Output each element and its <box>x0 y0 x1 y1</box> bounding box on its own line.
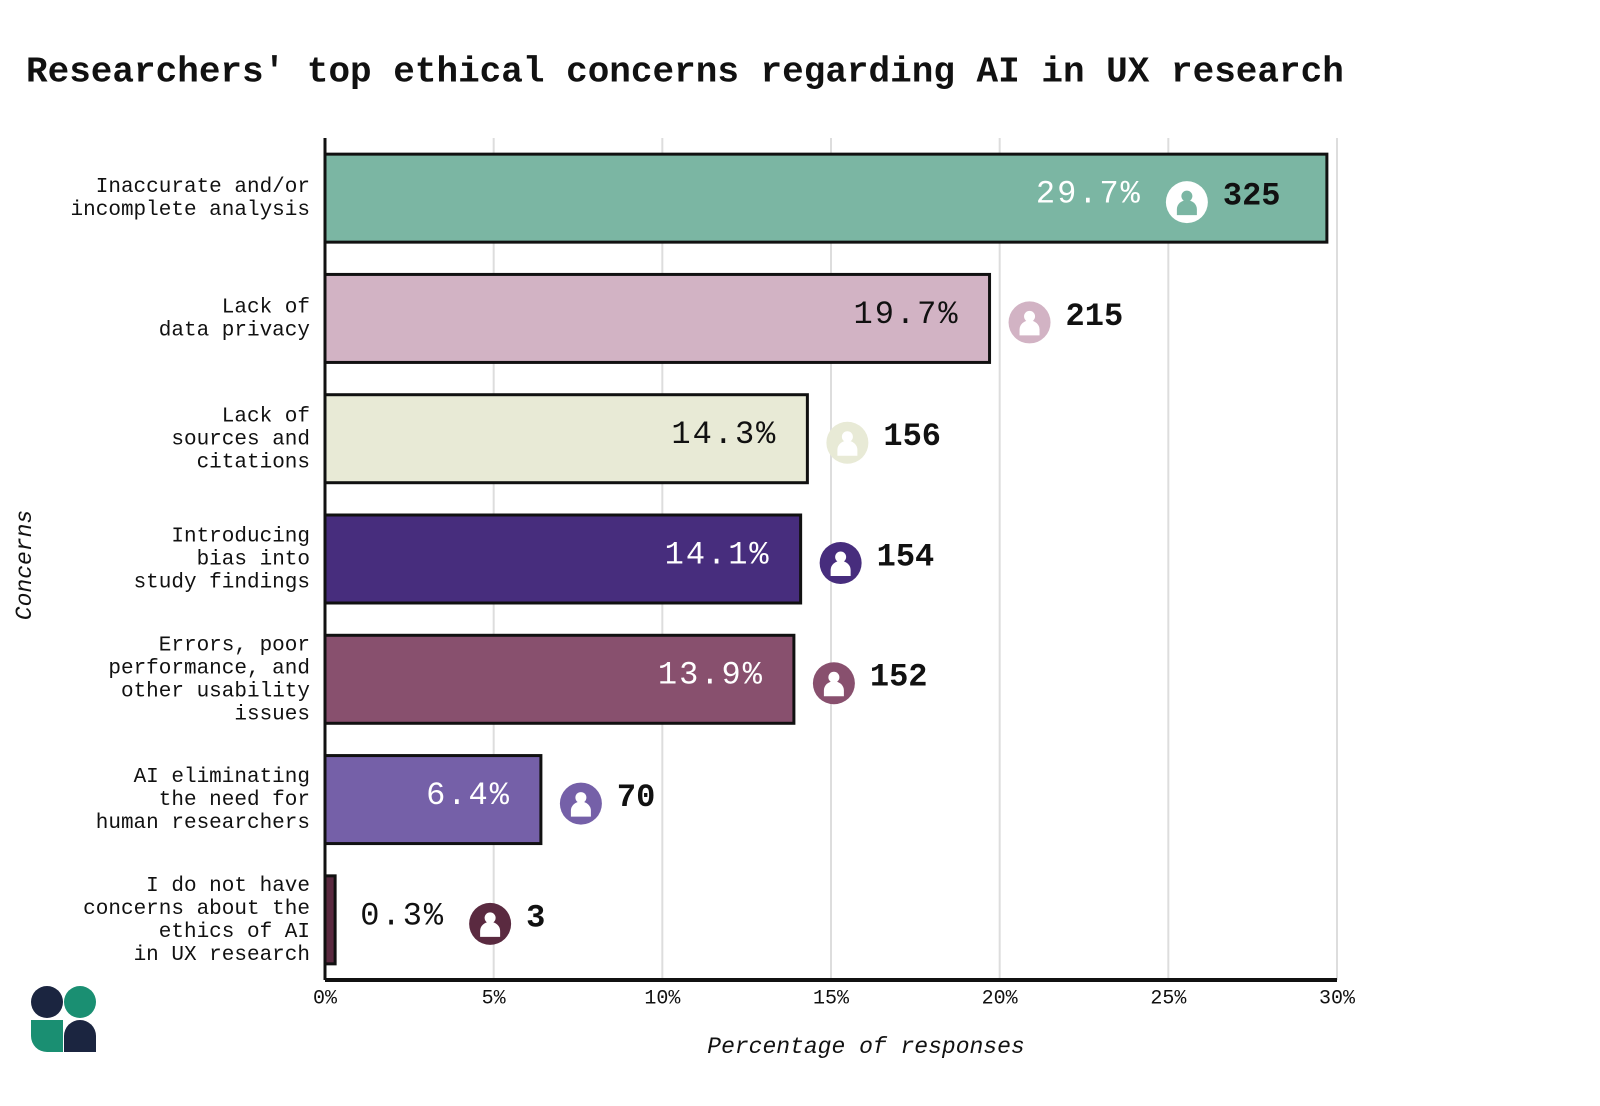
person-icon <box>559 782 602 825</box>
bar <box>323 633 796 725</box>
bar <box>323 874 337 966</box>
y-tick-label: other usability <box>121 680 310 703</box>
y-tick-label: AI eliminating <box>134 766 310 789</box>
icon-body <box>837 440 858 456</box>
y-tick-label: bias into <box>197 549 310 572</box>
icon-body <box>570 801 591 817</box>
count-label: 325 <box>1223 178 1281 215</box>
count-label: 156 <box>883 418 941 455</box>
logo <box>31 986 96 1052</box>
value-label: 14.1% <box>665 536 771 573</box>
chart-title: Researchers' top ethical concerns regard… <box>26 52 1344 93</box>
y-tick-label: incomplete analysis <box>71 199 310 222</box>
y-tick-label: performance, and <box>108 657 310 680</box>
bar <box>323 393 809 485</box>
count-label: 215 <box>1066 298 1124 335</box>
person-icon <box>1165 181 1208 224</box>
y-tick-label: ethics of AI <box>159 921 310 944</box>
x-tick-label: 0% <box>313 987 338 1010</box>
icon-body <box>480 921 501 937</box>
x-axis-label: Percentage of responses <box>707 1034 1024 1060</box>
y-tick-label: human researchers <box>96 812 310 835</box>
bar <box>323 754 543 846</box>
value-label: 0.3% <box>360 897 445 934</box>
bar <box>323 272 992 364</box>
icon-body <box>830 561 851 576</box>
count-label: 70 <box>617 779 655 816</box>
person-icon <box>819 542 862 584</box>
person-icon <box>469 902 512 945</box>
count-label: 152 <box>870 659 928 696</box>
y-tick-label: Inaccurate and/or <box>96 176 310 199</box>
value-label: 19.7% <box>854 296 960 333</box>
icon-head <box>1024 310 1036 322</box>
y-tick-label: I do not have <box>146 875 310 898</box>
x-tick-label: 30% <box>1319 987 1356 1010</box>
y-tick-label: Errors, poor <box>159 634 310 657</box>
icon-head <box>828 671 840 683</box>
y-tick-label: the need for <box>159 789 310 812</box>
y-tick-label: concerns about the <box>83 898 310 921</box>
y-axis-label: Concerns <box>12 510 38 620</box>
y-tick-label: study findings <box>134 572 310 595</box>
person-icon <box>812 662 855 705</box>
x-tick-label: 5% <box>482 987 507 1010</box>
value-label: 6.4% <box>426 777 511 814</box>
bar <box>323 513 803 605</box>
y-tick-label: Lack of <box>222 405 310 428</box>
icon-body <box>1176 200 1197 216</box>
y-tick-label: sources and <box>171 428 310 451</box>
count-label: 3 <box>526 899 545 936</box>
icon-head <box>1181 190 1193 202</box>
person-icon <box>1008 301 1051 344</box>
icon-head <box>575 792 587 804</box>
person-icon <box>826 421 869 464</box>
x-tick-label: 20% <box>982 987 1019 1010</box>
y-tick-label: Lack of <box>222 296 310 319</box>
value-label: 29.7% <box>1036 176 1142 213</box>
y-tick-label: issues <box>234 703 310 726</box>
y-tick-label: citations <box>197 451 310 474</box>
icon-body <box>823 681 844 697</box>
count-label: 154 <box>877 538 935 575</box>
icon-head <box>484 912 496 924</box>
y-tick-label: in UX research <box>134 944 310 967</box>
y-tick-label: data privacy <box>159 319 310 342</box>
value-label: 14.3% <box>671 416 777 453</box>
icon-head <box>835 551 847 563</box>
value-label: 13.9% <box>658 657 764 694</box>
x-tick-label: 25% <box>1150 987 1187 1010</box>
bar <box>323 152 1329 244</box>
icon-body <box>1019 320 1040 336</box>
x-tick-label: 15% <box>813 987 850 1010</box>
x-tick-label: 10% <box>644 987 681 1010</box>
y-tick-label: Introducing <box>171 526 310 549</box>
icon-head <box>841 431 853 443</box>
